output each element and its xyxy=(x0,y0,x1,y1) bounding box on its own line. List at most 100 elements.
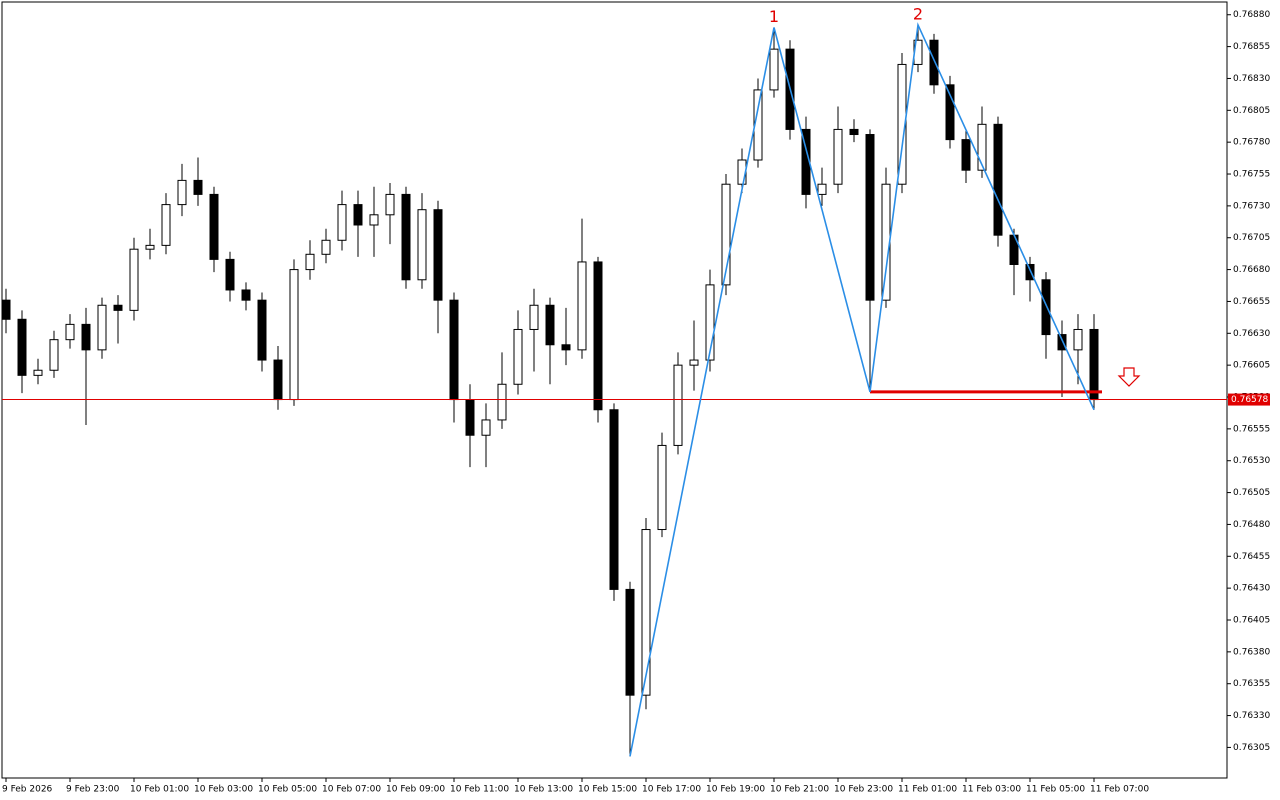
x-tick-label: 10 Feb 21:00 xyxy=(770,785,829,795)
candle-body xyxy=(65,323,75,341)
y-tick-label: 0.76605 xyxy=(1233,361,1270,371)
x-tick-label: 10 Feb 19:00 xyxy=(706,785,765,795)
candle-body xyxy=(417,209,427,281)
current-price-box xyxy=(1228,393,1270,406)
candle-body xyxy=(273,359,283,401)
candle-body xyxy=(689,359,699,366)
x-tick-label: 10 Feb 07:00 xyxy=(322,785,381,795)
x-tick-label: 11 Feb 03:00 xyxy=(962,785,1021,795)
candle-body xyxy=(641,529,651,696)
candle-body xyxy=(369,214,379,226)
candle-body xyxy=(289,269,299,401)
y-tick-label: 0.76355 xyxy=(1233,679,1270,689)
candle-body xyxy=(401,193,411,281)
plot-frame xyxy=(1,1,1228,779)
candle-body xyxy=(81,323,91,351)
candle-body xyxy=(1073,328,1083,351)
candle-body xyxy=(721,183,731,286)
candle-body xyxy=(177,179,187,206)
y-tick-label: 0.76705 xyxy=(1233,233,1270,243)
y-tick-label: 0.76530 xyxy=(1233,456,1270,466)
x-tick-label: 10 Feb 09:00 xyxy=(386,785,445,795)
y-tick-label: 0.76655 xyxy=(1233,297,1270,307)
candle-body xyxy=(321,239,331,255)
y-tick-label: 0.76380 xyxy=(1233,647,1270,657)
y-tick-label: 0.76880 xyxy=(1233,10,1270,20)
y-tick-label: 0.76855 xyxy=(1233,42,1270,52)
candle-body xyxy=(561,344,571,351)
x-tick-label: 10 Feb 01:00 xyxy=(130,785,189,795)
candle-body xyxy=(817,183,827,195)
candle-body xyxy=(577,261,587,351)
y-tick-label: 0.76805 xyxy=(1233,106,1270,116)
candle-body xyxy=(353,204,363,226)
candle-body xyxy=(257,299,267,361)
candle-body xyxy=(241,289,251,301)
x-tick-label: 11 Feb 05:00 xyxy=(1026,785,1085,795)
y-tick-label: 0.76555 xyxy=(1233,424,1270,434)
y-tick-label: 0.76630 xyxy=(1233,329,1270,339)
candle-body xyxy=(49,339,59,371)
candle-body xyxy=(129,248,139,311)
candle-body xyxy=(433,209,443,301)
candle-body xyxy=(625,588,635,696)
wave-label: 1 xyxy=(769,7,779,26)
candle-body xyxy=(1041,279,1051,336)
candle-body xyxy=(305,253,315,271)
candle-body xyxy=(497,383,507,421)
y-tick-label: 0.76480 xyxy=(1233,520,1270,530)
candle-body xyxy=(705,284,715,361)
candle-body xyxy=(833,128,843,185)
y-tick-label: 0.76330 xyxy=(1233,711,1270,721)
x-tick-label: 11 Feb 01:00 xyxy=(898,785,957,795)
x-tick-label: 10 Feb 03:00 xyxy=(194,785,253,795)
candle-body xyxy=(337,204,347,241)
y-tick-label: 0.76730 xyxy=(1233,201,1270,211)
x-tick-label: 10 Feb 13:00 xyxy=(514,785,573,795)
candle-body xyxy=(1057,334,1067,351)
y-tick-label: 0.76780 xyxy=(1233,138,1270,148)
x-tick-label: 10 Feb 11:00 xyxy=(450,785,509,795)
y-tick-label: 0.76455 xyxy=(1233,552,1270,562)
x-tick-label: 10 Feb 17:00 xyxy=(642,785,701,795)
y-tick-label: 0.76305 xyxy=(1233,743,1270,753)
candle-body xyxy=(993,123,1003,236)
candle-body xyxy=(145,244,155,250)
candle-body xyxy=(929,39,939,86)
candle-body xyxy=(161,204,171,246)
candle-body xyxy=(849,128,859,136)
sell-arrow xyxy=(1117,367,1141,387)
x-tick-label: 10 Feb 15:00 xyxy=(578,785,637,795)
candle-body xyxy=(465,399,475,436)
y-tick-label: 0.76505 xyxy=(1233,488,1270,498)
candle-body xyxy=(609,409,619,590)
candle-body xyxy=(385,193,395,216)
y-tick-label: 0.76755 xyxy=(1233,170,1270,180)
candle-body xyxy=(1089,328,1099,401)
x-tick-label: 11 Feb 07:00 xyxy=(1090,785,1149,795)
candle-body xyxy=(449,299,459,401)
current-price-label: 0.76578 xyxy=(1231,395,1268,405)
candle-body xyxy=(769,48,779,91)
candle-body xyxy=(17,318,27,376)
y-tick-label: 0.76405 xyxy=(1233,615,1270,625)
candle-body xyxy=(545,304,555,346)
candle-body xyxy=(977,123,987,171)
candle-body xyxy=(1,299,11,320)
candle-body xyxy=(209,193,219,260)
candle-body xyxy=(673,364,683,446)
y-tick-label: 0.76680 xyxy=(1233,265,1270,275)
y-tick-label: 0.76830 xyxy=(1233,74,1270,84)
candle-body xyxy=(33,369,43,376)
x-tick-label: 10 Feb 05:00 xyxy=(258,785,317,795)
candle-body xyxy=(113,304,123,311)
x-tick-label: 9 Feb 23:00 xyxy=(66,785,120,795)
zigzag-line xyxy=(629,22,1095,757)
candle-body xyxy=(97,304,107,351)
candle-body xyxy=(225,258,235,291)
candle-body xyxy=(593,261,603,411)
candle-body xyxy=(945,84,955,141)
y-tick-label: 0.76430 xyxy=(1233,584,1270,594)
